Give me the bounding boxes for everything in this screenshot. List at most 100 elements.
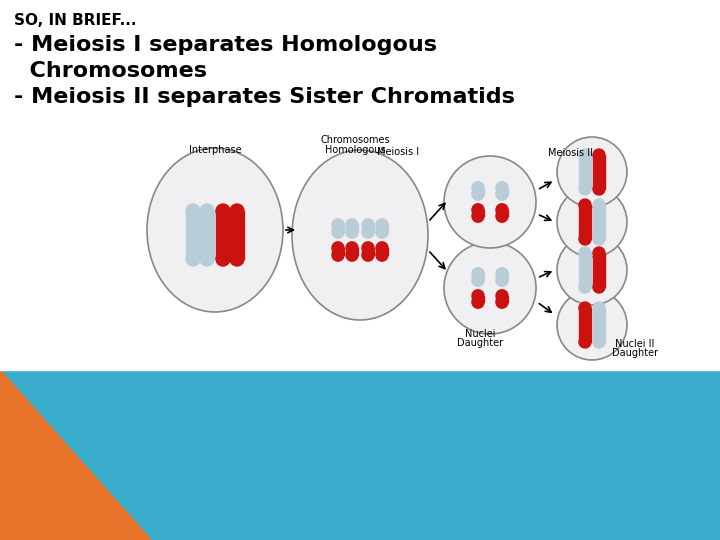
Ellipse shape (496, 182, 508, 194)
Bar (200, 211, 214, 259)
Bar (593, 155, 605, 189)
Ellipse shape (362, 242, 374, 254)
Bar (472, 188, 484, 194)
Text: Chromosomes: Chromosomes (320, 135, 390, 145)
Ellipse shape (346, 219, 358, 231)
Ellipse shape (332, 242, 344, 254)
Bar (472, 210, 484, 216)
Ellipse shape (472, 210, 484, 222)
Ellipse shape (593, 199, 605, 211)
Bar (496, 188, 508, 194)
Bar (376, 225, 388, 232)
Bar (376, 248, 388, 255)
Ellipse shape (557, 235, 627, 305)
Ellipse shape (186, 252, 200, 266)
Bar (579, 253, 591, 287)
Ellipse shape (362, 219, 374, 231)
Bar (472, 296, 484, 302)
Ellipse shape (444, 242, 536, 334)
Ellipse shape (332, 219, 344, 231)
Bar (496, 274, 508, 280)
Ellipse shape (496, 274, 508, 286)
Bar (216, 211, 230, 259)
Ellipse shape (593, 183, 605, 195)
Ellipse shape (230, 252, 244, 266)
Text: Homologous: Homologous (325, 145, 385, 155)
Ellipse shape (593, 302, 605, 314)
Ellipse shape (362, 226, 374, 238)
Ellipse shape (593, 336, 605, 348)
Ellipse shape (376, 249, 388, 261)
Text: Interphase: Interphase (189, 145, 241, 155)
Text: SO, IN BRIEF...: SO, IN BRIEF... (14, 13, 137, 28)
Bar (346, 225, 358, 232)
Ellipse shape (444, 156, 536, 248)
Ellipse shape (200, 252, 214, 266)
Ellipse shape (557, 187, 627, 257)
Ellipse shape (147, 148, 283, 312)
Ellipse shape (472, 290, 484, 302)
Ellipse shape (216, 252, 230, 266)
Bar (0, 0, 720, 370)
Bar (579, 308, 591, 342)
Ellipse shape (579, 247, 591, 259)
Ellipse shape (579, 233, 591, 245)
Bar (496, 296, 508, 302)
Ellipse shape (593, 281, 605, 293)
Bar (593, 253, 605, 287)
Text: Nuclei II: Nuclei II (616, 339, 654, 349)
Ellipse shape (376, 226, 388, 238)
Ellipse shape (579, 199, 591, 211)
Bar (472, 274, 484, 280)
Text: Meiosis II: Meiosis II (547, 148, 593, 158)
Ellipse shape (579, 302, 591, 314)
Bar (0, 370, 720, 540)
Polygon shape (0, 370, 151, 540)
Ellipse shape (472, 296, 484, 308)
Ellipse shape (557, 290, 627, 360)
Ellipse shape (593, 247, 605, 259)
Ellipse shape (216, 204, 230, 218)
Ellipse shape (496, 188, 508, 200)
Bar (346, 248, 358, 255)
Ellipse shape (496, 268, 508, 280)
Bar (362, 225, 374, 232)
Bar (593, 308, 605, 342)
Ellipse shape (579, 183, 591, 195)
Ellipse shape (376, 242, 388, 254)
Ellipse shape (362, 249, 374, 261)
Ellipse shape (346, 249, 358, 261)
Ellipse shape (579, 336, 591, 348)
Ellipse shape (472, 274, 484, 286)
Ellipse shape (332, 249, 344, 261)
Ellipse shape (346, 242, 358, 254)
Bar (186, 211, 200, 259)
Ellipse shape (376, 219, 388, 231)
Ellipse shape (496, 204, 508, 216)
Ellipse shape (472, 204, 484, 216)
Text: - Meiosis II separates Sister Chromatids: - Meiosis II separates Sister Chromatids (14, 87, 515, 107)
Text: Meiosis I: Meiosis I (377, 147, 419, 157)
Ellipse shape (557, 137, 627, 207)
Ellipse shape (593, 149, 605, 161)
Ellipse shape (579, 149, 591, 161)
Ellipse shape (346, 226, 358, 238)
Bar (230, 211, 244, 259)
Ellipse shape (230, 204, 244, 218)
Ellipse shape (579, 281, 591, 293)
Bar (593, 205, 605, 239)
Ellipse shape (292, 150, 428, 320)
Ellipse shape (332, 226, 344, 238)
Ellipse shape (472, 188, 484, 200)
Bar (332, 248, 344, 255)
Ellipse shape (472, 268, 484, 280)
Text: Daughter: Daughter (457, 338, 503, 348)
Bar (332, 225, 344, 232)
Bar (362, 248, 374, 255)
Bar (496, 210, 508, 216)
Ellipse shape (496, 290, 508, 302)
Ellipse shape (186, 204, 200, 218)
Bar (579, 155, 591, 189)
Ellipse shape (472, 182, 484, 194)
Text: - Meiosis I separates Homologous: - Meiosis I separates Homologous (14, 35, 437, 55)
